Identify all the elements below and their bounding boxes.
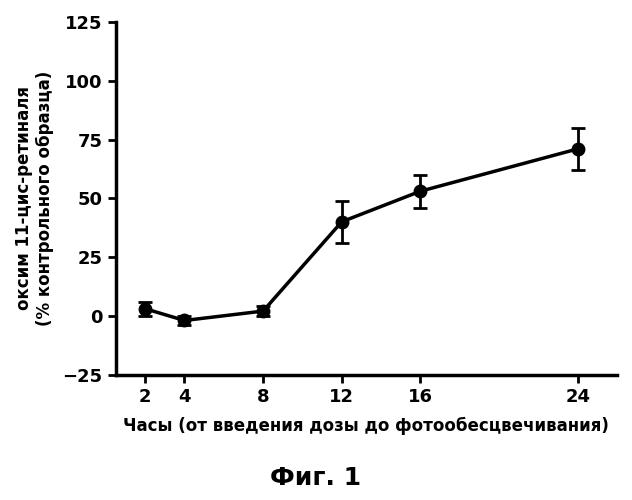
Y-axis label: оксим 11-цис-ретиналя
(% контрольного образца): оксим 11-цис-ретиналя (% контрольного об…: [15, 70, 54, 326]
Text: Фиг. 1: Фиг. 1: [270, 466, 362, 490]
X-axis label: Часы (от введения дозы до фотообесцвечивания): Часы (от введения дозы до фотообесцвечив…: [123, 417, 609, 435]
